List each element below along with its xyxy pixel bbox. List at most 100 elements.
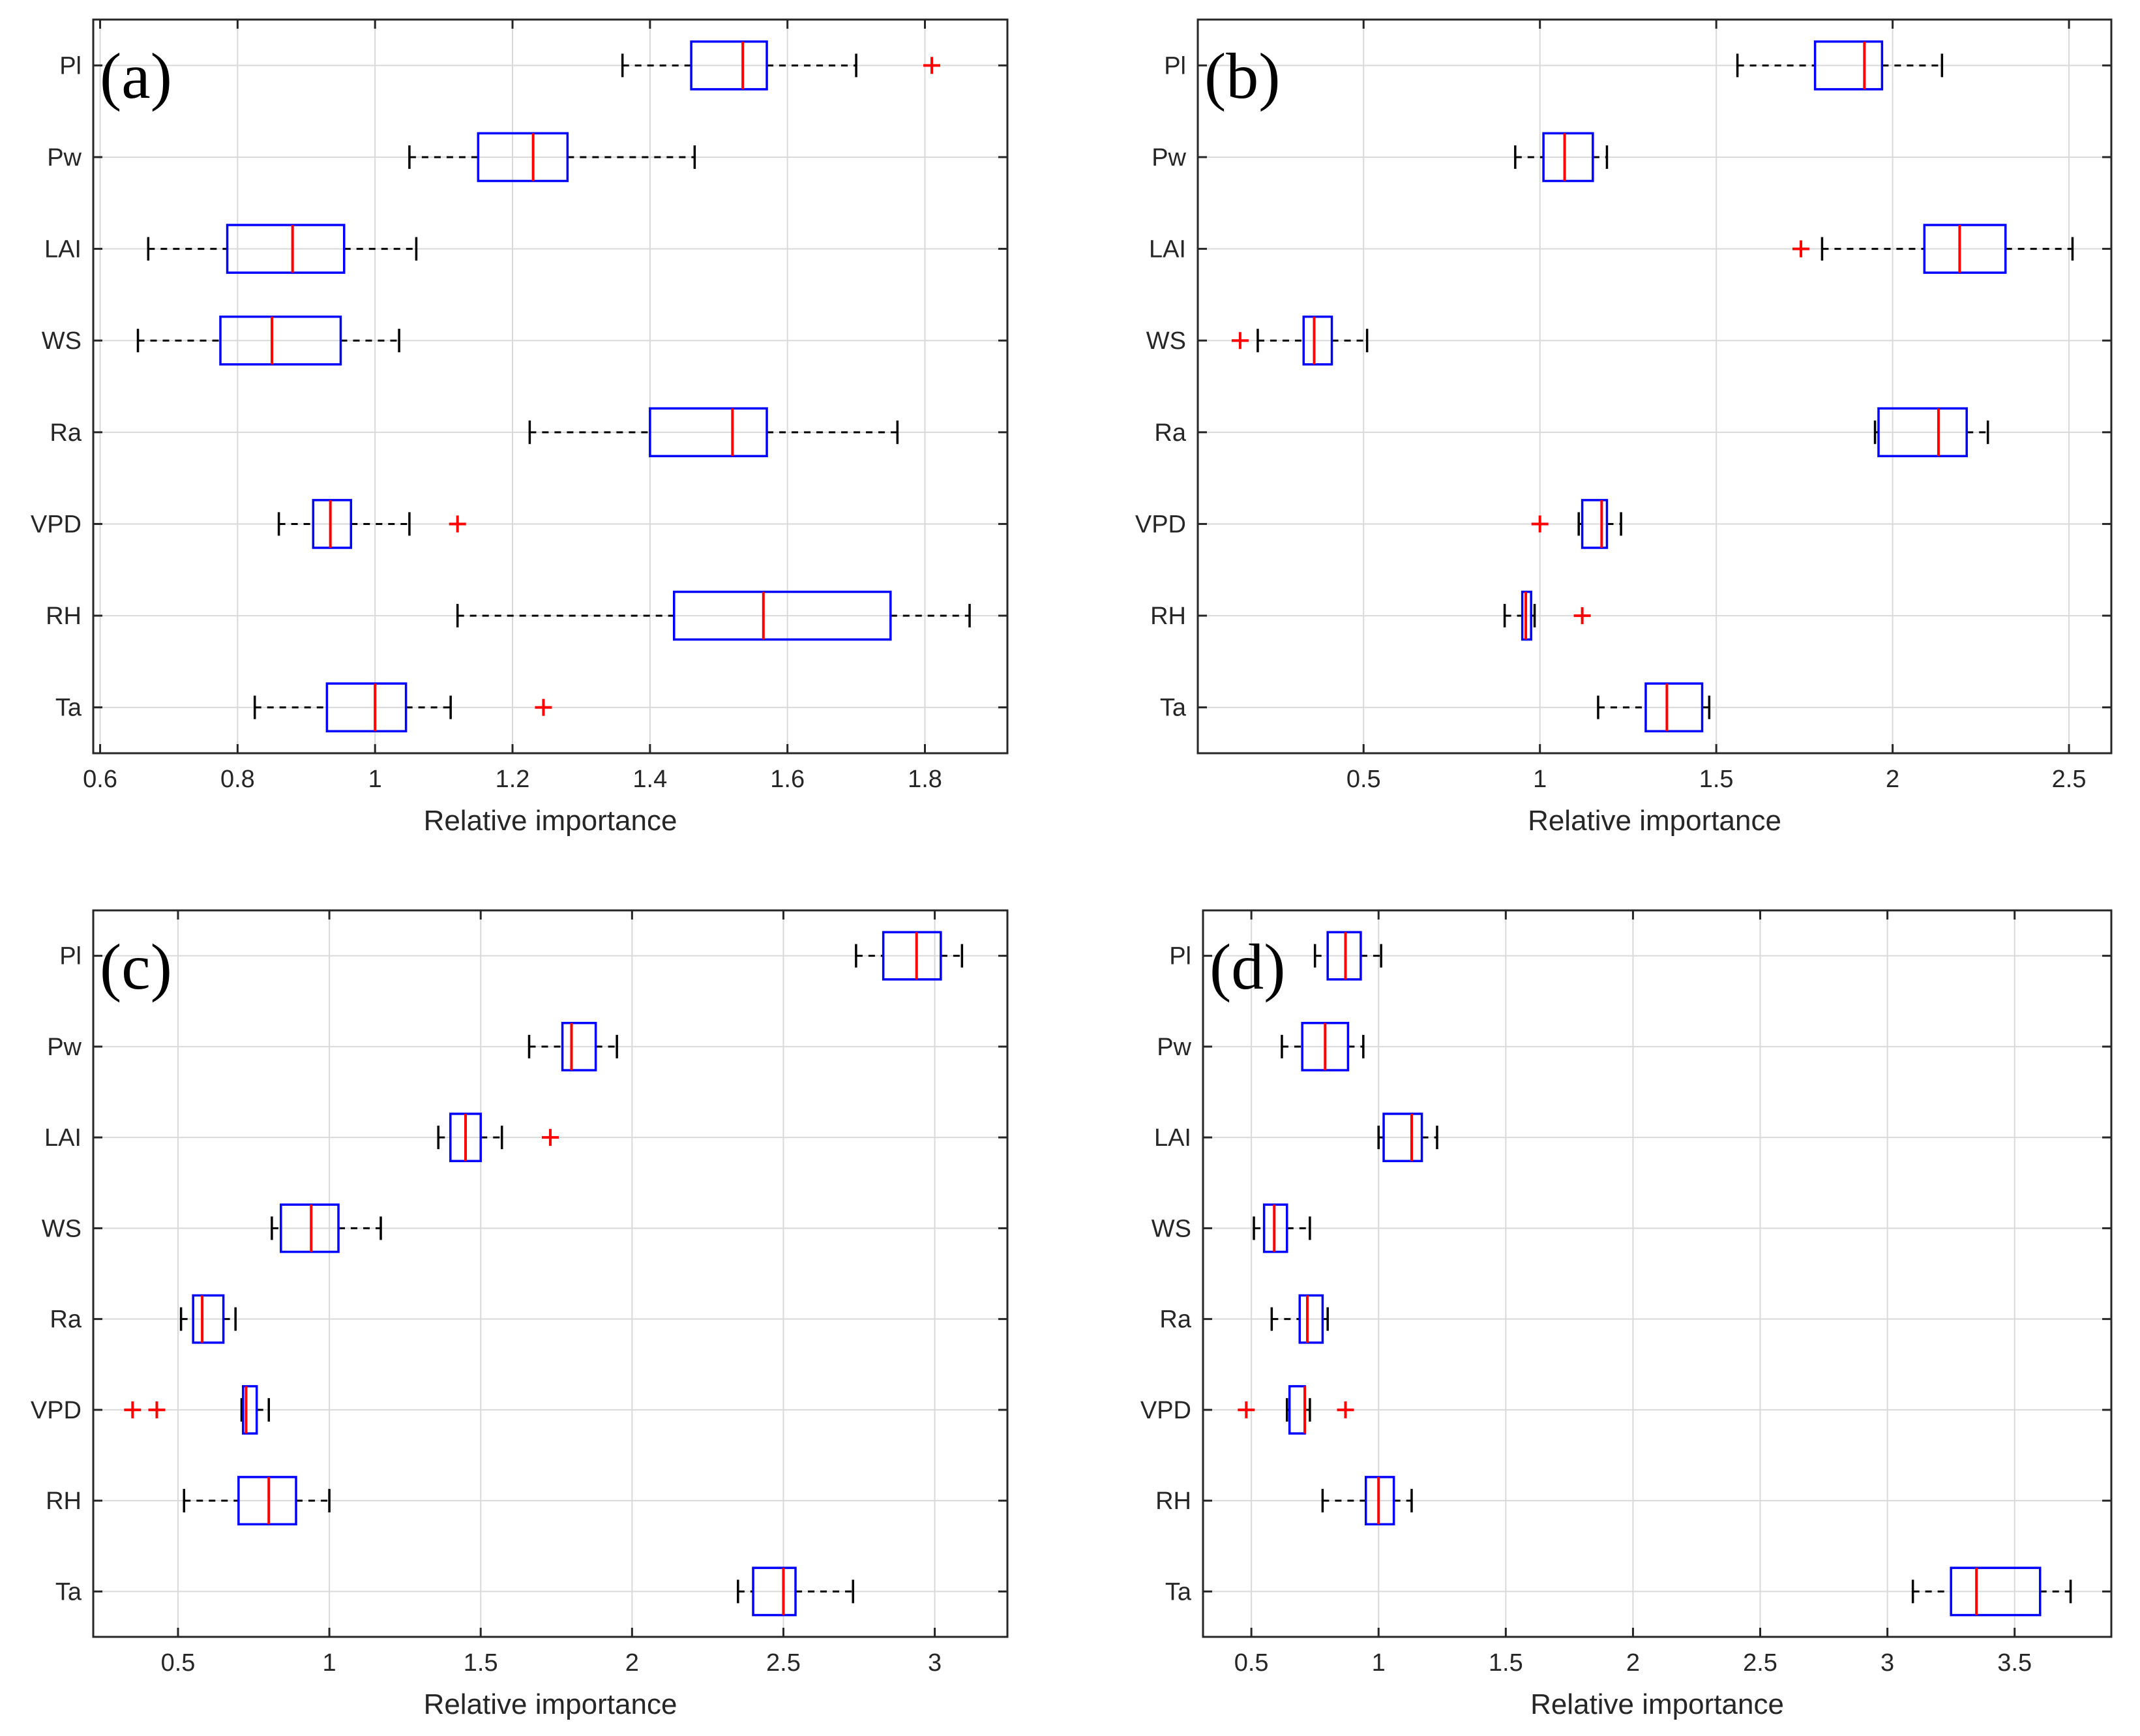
outlier-0	[1573, 607, 1591, 625]
y-tick-label: Pl	[1169, 943, 1191, 970]
panel-d: 0.5 1 1.5 2 2.5 3 3.5 Pl Pw LAI WS Ra VPD RH Ta Relativ…	[1140, 909, 2113, 1720]
y-tick-label: WS	[1152, 1215, 1191, 1242]
box-ta	[1597, 682, 1711, 732]
y-tick-label: Ta	[1165, 1578, 1192, 1606]
box-rh	[183, 1476, 331, 1526]
y-tick-label: Ra	[1154, 419, 1186, 447]
x-tick-label: 0.5	[1234, 1649, 1269, 1677]
x-tick-label: 0.6	[83, 766, 117, 793]
y-tick-label: Pw	[1157, 1034, 1191, 1061]
y-tick-label: RH	[46, 1488, 82, 1515]
x-tick-label: 2	[1886, 766, 1899, 793]
x-tick-label: 1.4	[632, 766, 667, 793]
outlier-0	[1238, 1401, 1255, 1418]
axes-frame	[92, 18, 1009, 755]
box-ta	[1911, 1566, 2072, 1617]
box-pw	[408, 132, 696, 183]
iqr-box	[649, 407, 768, 458]
y-tick-label: Pw	[1152, 144, 1186, 172]
box-lai	[437, 1113, 559, 1163]
axes-frame	[1202, 909, 2113, 1638]
y-tick-label: WS	[42, 327, 82, 355]
y-tick-label: RH	[46, 603, 82, 630]
y-tick-label: Pw	[47, 1034, 82, 1061]
outlier-1	[1337, 1401, 1354, 1418]
iqr-box	[192, 1294, 225, 1344]
y-tick-label: Pl	[59, 52, 82, 80]
box-pl	[1736, 40, 1944, 91]
y-tick-label: Ta	[1160, 695, 1187, 722]
iqr-box	[1542, 132, 1594, 183]
y-tick-label: Ra	[50, 419, 82, 447]
outlier-0	[1231, 332, 1249, 350]
panel-b: 0.5 1 1.5 2 2.5 Pl Pw LAI WS Ra VPD RH Ta Relative im…	[1135, 18, 2113, 837]
x-tick-label: 1.5	[1699, 766, 1734, 793]
box-pw	[528, 1021, 618, 1071]
box-ws	[1253, 1203, 1311, 1253]
outlier-0	[535, 698, 552, 716]
x-tick-label: 0.8	[220, 766, 255, 793]
y-tick-label: VPD	[31, 1397, 82, 1424]
outlier-1	[148, 1401, 166, 1418]
y-tick-label: Pw	[47, 144, 82, 172]
y-tick-label: Ta	[55, 1578, 82, 1606]
box-vpd	[1531, 499, 1622, 549]
y-tick-label: RH	[1150, 603, 1186, 630]
outlier-0	[542, 1129, 559, 1146]
y-tick-label: Ta	[55, 695, 82, 722]
box-ws	[271, 1203, 382, 1253]
panel-a: 0.6 0.8 1 1.2 1.4 1.6 1.8 Pl Pw LAI WS Ra VPD RH Ta Rel…	[31, 18, 1009, 837]
box-ws	[1231, 315, 1369, 366]
panel-label: (a)	[100, 40, 172, 112]
box-ra	[179, 1294, 237, 1344]
x-tick-label: 0.5	[1346, 766, 1381, 793]
x-tick-label: 1	[1533, 766, 1547, 793]
iqr-box	[1877, 407, 1968, 458]
box-pl	[621, 40, 941, 91]
x-axis-label: Relative importance	[1528, 805, 1781, 837]
box-pw	[1514, 132, 1609, 183]
iqr-box	[325, 682, 408, 732]
x-tick-label: 1.2	[496, 766, 530, 793]
x-tick-label: 2.5	[1743, 1649, 1777, 1677]
iqr-box	[1298, 1294, 1324, 1344]
iqr-box	[242, 1384, 258, 1435]
outlier-0	[449, 515, 466, 533]
x-tick-label: 3	[1880, 1649, 1894, 1677]
axes-frame	[92, 909, 1009, 1638]
box-rh	[1321, 1476, 1413, 1526]
box-ra	[1873, 407, 1989, 458]
x-tick-label: 1.6	[770, 766, 805, 793]
box-ra	[1270, 1294, 1329, 1344]
x-axis-label: Relative importance	[1530, 1688, 1784, 1720]
x-tick-label: 0.5	[161, 1649, 196, 1677]
x-tick-label: 3.5	[1997, 1649, 2032, 1677]
panel-c: 0.5 1 1.5 2 2.5 3 Pl Pw LAI WS Ra VPD RH Ta Relative i…	[31, 909, 1009, 1720]
iqr-box	[312, 499, 353, 549]
y-tick-label: VPD	[31, 511, 82, 538]
outlier-0	[1531, 515, 1549, 533]
x-tick-label: 3	[928, 1649, 942, 1677]
iqr-box	[477, 132, 569, 183]
iqr-box	[1382, 1113, 1423, 1163]
iqr-box	[1644, 682, 1704, 732]
y-tick-label: Ra	[1159, 1306, 1191, 1334]
y-tick-label: RH	[1155, 1488, 1191, 1515]
outlier-0	[1792, 240, 1809, 258]
y-tick-label: LAI	[44, 236, 82, 263]
y-tick-label: VPD	[1140, 1397, 1191, 1424]
y-tick-label: VPD	[1135, 511, 1186, 538]
box-vpd	[124, 1384, 271, 1435]
y-tick-label: Pl	[1164, 52, 1186, 80]
iqr-box	[280, 1203, 340, 1253]
panel-label: (d)	[1210, 931, 1286, 1003]
y-tick-label: LAI	[44, 1124, 82, 1152]
box-pl	[1313, 931, 1382, 981]
iqr-box	[219, 315, 342, 366]
iqr-box	[1302, 315, 1333, 366]
box-lai	[1792, 224, 2074, 274]
box-lai	[147, 224, 418, 274]
iqr-box	[1950, 1566, 2042, 1617]
panel-label: (b)	[1204, 40, 1281, 112]
y-tick-label: WS	[42, 1215, 82, 1242]
